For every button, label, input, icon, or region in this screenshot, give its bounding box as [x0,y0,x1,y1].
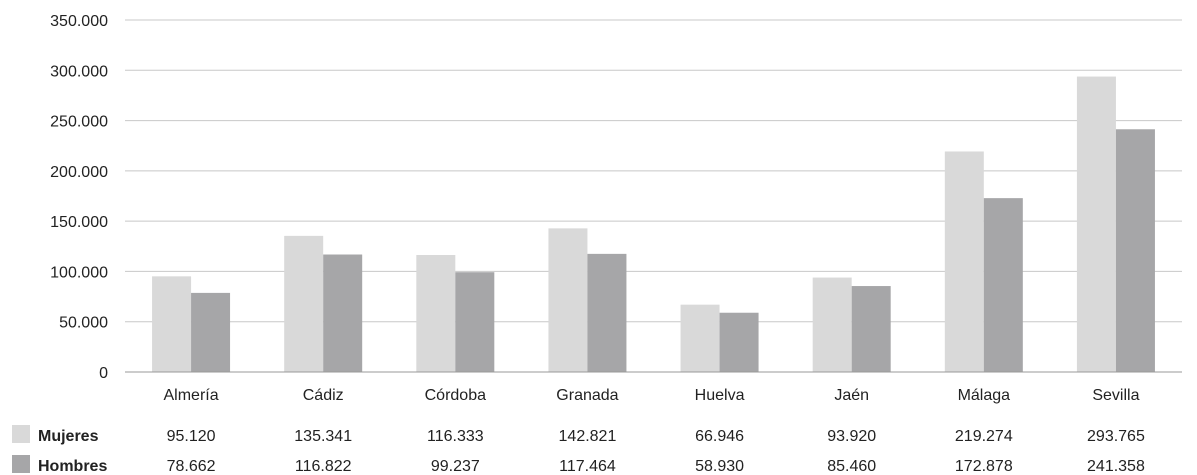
table-value: 85.460 [827,458,876,475]
bar-hombres [719,312,759,372]
x-category-label: Málaga [958,387,1011,404]
legend-swatch [12,425,30,443]
table-value: 78.662 [167,458,216,475]
y-tick-label: 200.000 [50,164,108,181]
bar-mujeres [548,228,588,372]
grid-lines [125,19,1182,323]
y-axis-tick-labels: 0 50.000 100.000 150.000 200.000 250.000 300.0… [50,13,108,382]
table-value: 241.358 [1087,458,1145,475]
bar-hombres [323,254,363,372]
bars [152,76,1155,373]
table-value: 99.237 [431,458,480,475]
x-category-label: Granada [556,387,618,404]
table-value: 142.821 [559,428,617,445]
bar-hombres [191,292,231,372]
x-category-label: Jaén [834,387,869,404]
legend-label: Mujeres [38,428,99,445]
bar-mujeres [1076,76,1116,373]
bar-mujeres [944,151,984,372]
x-category-label: Huelva [695,387,745,404]
table-value: 93.920 [827,428,876,445]
y-tick-label: 350.000 [50,13,108,30]
x-category-label: Córdoba [425,387,486,404]
table-value: 117.464 [559,458,616,475]
table-value: 135.341 [294,428,352,445]
bar-hombres [455,272,495,372]
x-category-label: Cádiz [303,387,344,404]
table-value: 116.822 [295,458,352,475]
bar-mujeres [680,304,720,372]
table-value: 219.274 [955,428,1013,445]
x-axis-category-labels: Almería Cádiz Córdoba Granada Huelva Jaén Mála… [164,387,1140,404]
y-tick-label: 0 [99,365,108,382]
y-tick-label: 50.000 [59,315,108,332]
bar-hombres [1115,129,1155,372]
x-category-label: Sevilla [1092,387,1139,404]
legend-label: Hombres [38,458,107,475]
legend-swatch [12,455,30,473]
data-table: Mujeres 95.120 135.341 116.333 142.821 66.946… [12,425,1145,475]
bar-mujeres [152,276,192,372]
bar-hombres [983,198,1023,372]
bar-mujeres [284,235,324,372]
x-category-label: Almería [164,387,219,404]
y-tick-label: 250.000 [50,114,108,131]
bar-mujeres [416,255,456,372]
table-value: 116.333 [427,428,484,445]
table-value: 293.765 [1087,428,1145,445]
y-tick-label: 150.000 [50,214,108,231]
bar-mujeres [812,277,852,372]
bar-hombres [587,253,627,372]
table-value: 58.930 [695,458,744,475]
table-value: 95.120 [167,428,216,445]
table-value: 66.946 [695,428,744,445]
y-tick-label: 300.000 [50,63,108,80]
table-value: 172.878 [955,458,1013,475]
y-tick-label: 100.000 [50,264,108,281]
bar-hombres [851,286,891,372]
